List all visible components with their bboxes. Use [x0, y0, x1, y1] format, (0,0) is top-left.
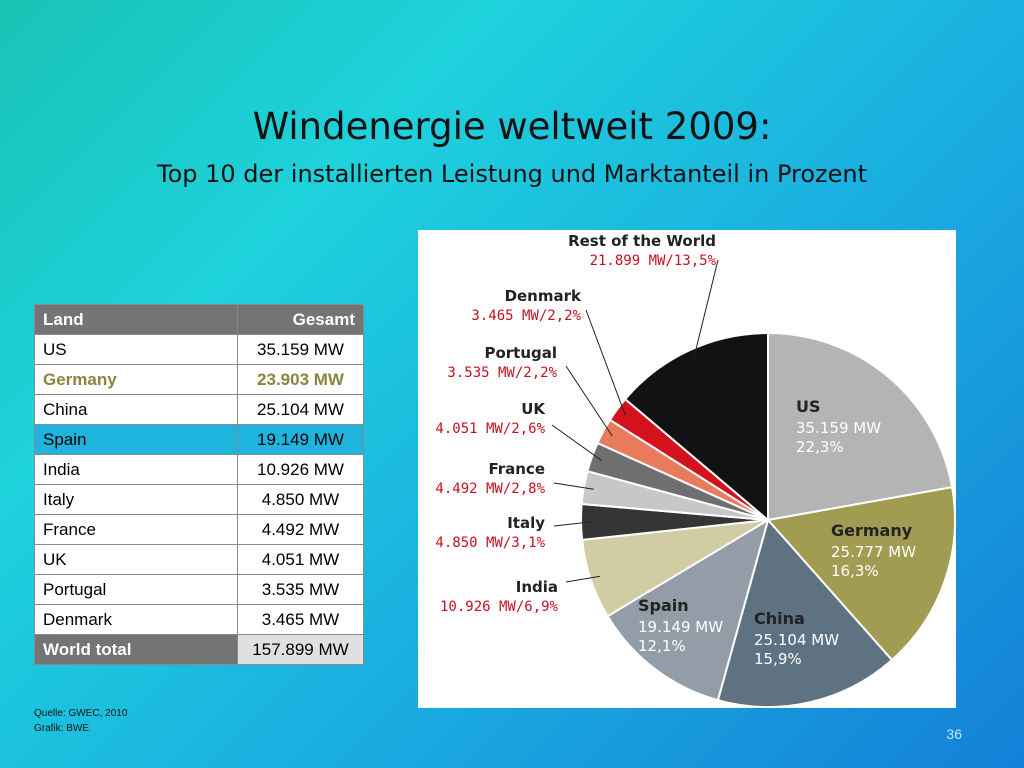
slice-label-china: China	[754, 609, 805, 628]
table-row: UK 4.051 MW	[34, 544, 364, 575]
cell-land: Spain	[34, 424, 238, 455]
slice-value-rest-of-the-world: 21.899 MW/13,5%	[590, 253, 717, 269]
cell-land: Germany	[34, 364, 238, 395]
cell-land: Portugal	[34, 574, 238, 605]
table-row: India 10.926 MW	[34, 454, 364, 485]
source-line: Quelle: GWEC, 2010	[34, 708, 128, 719]
pie-chart-panel: US 35.159 MW 22,3% Germany 25.777 MW 16,3% Chi…	[418, 230, 956, 708]
slice-label-portugal: Portugal	[484, 344, 557, 362]
pie-slice-us	[767, 331, 954, 522]
table-row: Denmark 3.465 MW	[34, 604, 364, 635]
cell-gesamt: 4.051 MW	[237, 544, 364, 575]
table-row: France 4.492 MW	[34, 514, 364, 545]
table-row: China 25.104 MW	[34, 394, 364, 425]
slice-label-italy: Italy	[507, 514, 545, 532]
slice-value-china: 25.104 MW	[754, 631, 839, 649]
cell-gesamt: 3.465 MW	[237, 604, 364, 635]
slice-label-spain: Spain	[638, 596, 689, 615]
table-row: Spain 19.149 MW	[34, 424, 364, 455]
pie-slice-germany	[766, 486, 956, 662]
cell-gesamt: 35.159 MW	[237, 334, 364, 365]
leader-line-denmark	[585, 309, 626, 416]
slice-label-uk: UK	[521, 400, 546, 418]
leader-line-india	[565, 575, 601, 583]
country-table: Land Gesamt US 35.159 MW Germany 23.903 …	[34, 304, 364, 665]
slice-label-india: India	[516, 578, 558, 596]
slice-value-france: 4.492 MW/2,8%	[435, 481, 545, 497]
cell-gesamt: 4.850 MW	[237, 484, 364, 515]
slice-percent-spain: 12,1%	[638, 637, 686, 655]
pie-slice-spain	[606, 517, 770, 702]
cell-gesamt: 23.903 MW	[237, 364, 364, 395]
leader-line-italy	[553, 521, 592, 527]
slice-value-italy: 4.850 MW/3,1%	[435, 535, 545, 551]
slice-value-uk: 4.051 MW/2,6%	[435, 421, 545, 437]
slice-label-rest-of-the-world: Rest of the World	[568, 232, 716, 250]
cell-gesamt: 25.104 MW	[237, 394, 364, 425]
table-row: Italy 4.850 MW	[34, 484, 364, 515]
slice-label-denmark: Denmark	[505, 287, 582, 305]
slice-label-france: France	[488, 460, 545, 478]
leader-line-rest-of-the-world	[693, 259, 719, 360]
source-note: Quelle: GWEC, 2010 Grafik: BWE	[34, 706, 127, 736]
slide-subtitle: Top 10 der installierten Leistung und Ma…	[156, 160, 868, 188]
cell-land: Denmark	[34, 604, 238, 635]
slide-title: Windenergie weltweit 2009:	[252, 105, 772, 148]
cell-gesamt: 4.492 MW	[237, 514, 364, 545]
cell-land: UK	[34, 544, 238, 575]
slice-value-spain: 19.149 MW	[638, 618, 723, 636]
pie-slice-china	[716, 517, 894, 708]
pie-slice-rest-of-the-world	[623, 331, 769, 523]
slice-value-india: 10.926 MW/6,9%	[440, 599, 559, 615]
cell-total-value: 157.899 MW	[237, 634, 364, 665]
table-row: US 35.159 MW	[34, 334, 364, 365]
graphic-credit: Grafik: BWE	[34, 723, 90, 734]
table-row: Germany 23.903 MW	[34, 364, 364, 395]
slice-percent-china: 15,9%	[754, 650, 802, 668]
slice-value-portugal: 3.535 MW/2,2%	[447, 365, 557, 381]
slice-value-germany: 25.777 MW	[831, 543, 916, 561]
cell-gesamt: 3.535 MW	[237, 574, 364, 605]
cell-total-label: World total	[34, 634, 238, 665]
header-land: Land	[34, 304, 238, 335]
table-total-row: World total 157.899 MW	[34, 634, 364, 665]
slice-value-denmark: 3.465 MW/2,2%	[471, 308, 581, 324]
page-number: 36	[946, 726, 962, 742]
table-row: Portugal 3.535 MW	[34, 574, 364, 605]
cell-land: France	[34, 514, 238, 545]
leader-line-france	[553, 482, 594, 490]
cell-land: India	[34, 454, 238, 485]
cell-land: China	[34, 394, 238, 425]
slice-percent-germany: 16,3%	[831, 562, 879, 580]
slice-percent-us: 22,3%	[796, 438, 844, 456]
slice-value-us: 35.159 MW	[796, 419, 881, 437]
table-header-row: Land Gesamt	[34, 304, 364, 335]
leader-line-uk	[551, 424, 602, 461]
header-gesamt: Gesamt	[237, 304, 364, 335]
cell-gesamt: 19.149 MW	[237, 424, 364, 455]
slice-label-us: US	[796, 397, 821, 416]
leader-line-portugal	[565, 365, 613, 437]
cell-land: Italy	[34, 484, 238, 515]
slice-label-germany: Germany	[831, 521, 913, 540]
cell-land: US	[34, 334, 238, 365]
cell-gesamt: 10.926 MW	[237, 454, 364, 485]
